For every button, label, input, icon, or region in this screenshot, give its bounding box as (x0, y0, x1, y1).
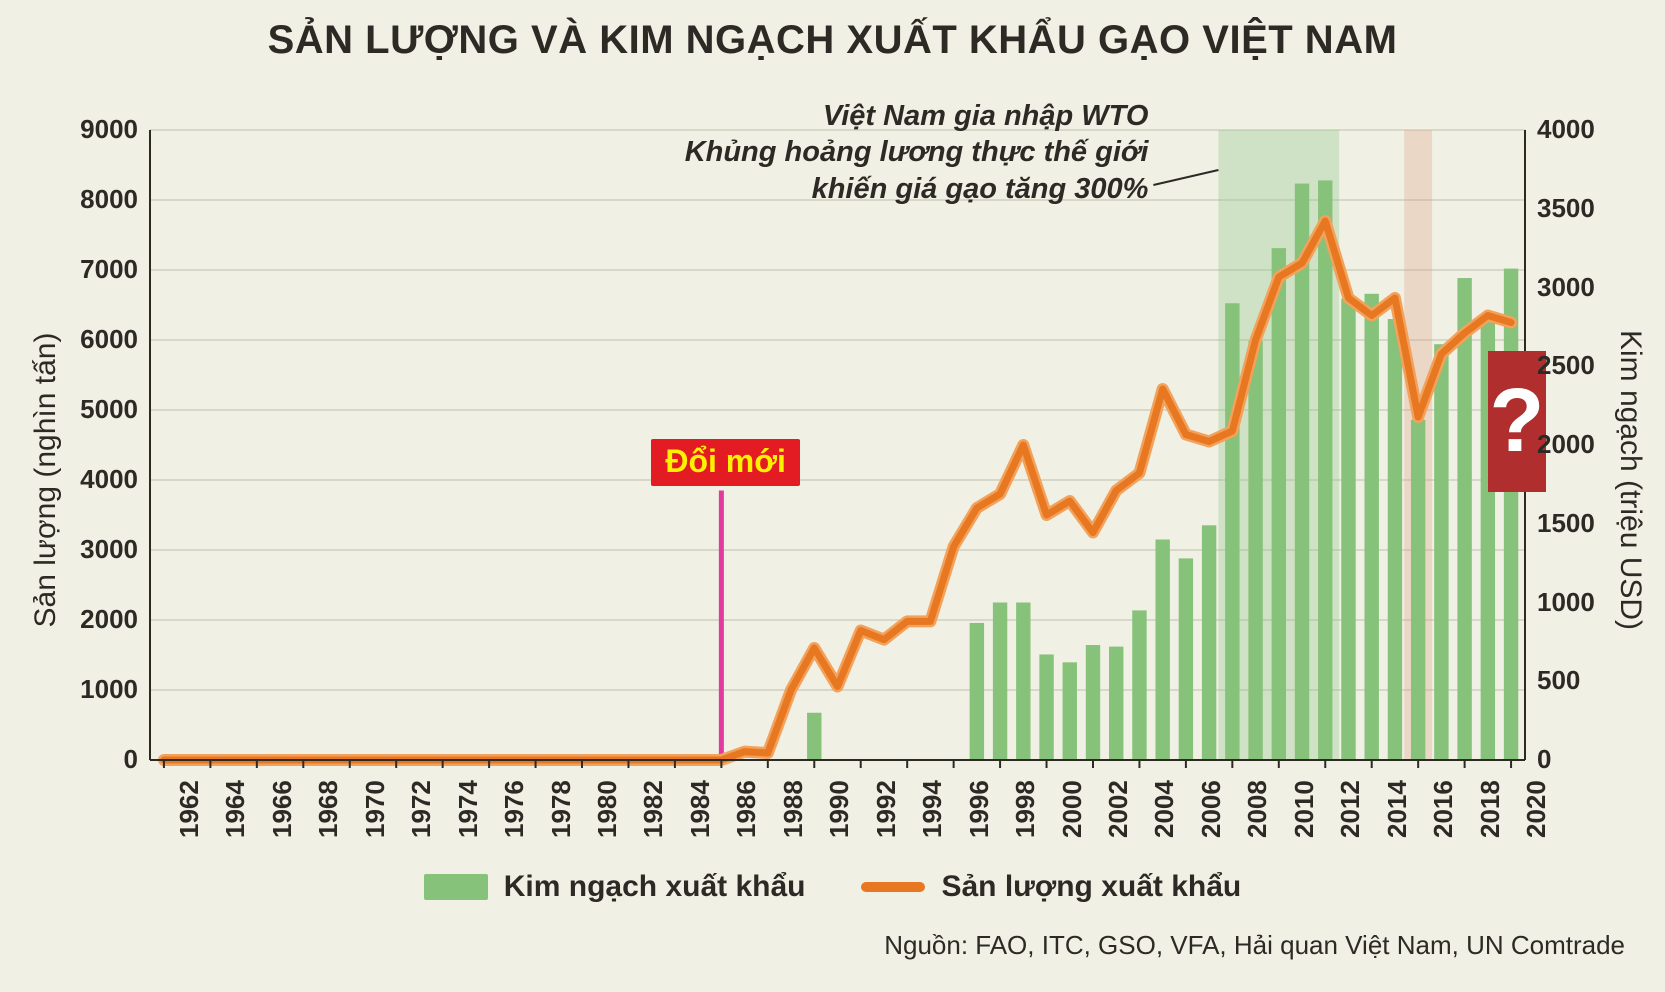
x-tick: 1988 (778, 780, 809, 838)
legend-item-bar: Kim ngạch xuất khẩu (424, 870, 806, 904)
x-tick: 1990 (824, 780, 855, 838)
x-tick: 1964 (220, 780, 251, 838)
y-right-tick: 2500 (1537, 350, 1595, 381)
x-tick: 1998 (1010, 780, 1041, 838)
y-left-tick: 8000 (80, 184, 138, 215)
doimoi-callout: Đổi mới (651, 439, 800, 486)
legend-bar-swatch (424, 874, 488, 900)
y-left-tick: 6000 (80, 324, 138, 355)
source-text: Nguồn: FAO, ITC, GSO, VFA, Hải quan Việt… (884, 930, 1625, 961)
y-right-tick: 2000 (1537, 429, 1595, 460)
x-tick: 2002 (1103, 780, 1134, 838)
x-tick: 1974 (453, 780, 484, 838)
y-right-tick: 1000 (1537, 587, 1595, 618)
y-left-axis-title: Sản lượng (nghìn tấn) (29, 333, 63, 628)
x-tick: 2012 (1335, 780, 1366, 838)
chart-frame: SẢN LƯỢNG VÀ KIM NGẠCH XUẤT KHẨU GẠO VIỆ… (0, 0, 1665, 992)
x-tick: 1968 (313, 780, 344, 838)
x-tick: 1970 (360, 780, 391, 838)
legend-line-swatch (861, 882, 925, 892)
y-right-tick: 1500 (1537, 508, 1595, 539)
x-tick: 2014 (1382, 780, 1413, 838)
y-left-tick: 0 (124, 744, 138, 775)
y-right-tick: 4000 (1537, 114, 1595, 145)
y-right-tick: 0 (1537, 744, 1551, 775)
x-tick: 2008 (1242, 780, 1273, 838)
x-tick: 1972 (406, 780, 437, 838)
x-tick: 1994 (917, 780, 948, 838)
x-tick: 1966 (267, 780, 298, 838)
y-left-tick: 5000 (80, 394, 138, 425)
y-right-tick: 500 (1537, 665, 1580, 696)
x-tick: 1986 (731, 780, 762, 838)
y-left-tick: 7000 (80, 254, 138, 285)
y-left-tick: 1000 (80, 674, 138, 705)
x-tick: 2016 (1428, 780, 1459, 838)
x-tick: 1980 (592, 780, 623, 838)
y-left-tick: 2000 (80, 604, 138, 635)
legend-line-label: Sản lượng xuất khẩu (941, 870, 1241, 904)
x-tick: 1978 (546, 780, 577, 838)
x-tick: 2004 (1149, 780, 1180, 838)
x-tick: 2000 (1057, 780, 1088, 838)
y-left-tick: 9000 (80, 114, 138, 145)
x-tick: 1992 (871, 780, 902, 838)
y-right-tick: 3500 (1537, 193, 1595, 224)
x-tick: 2018 (1475, 780, 1506, 838)
y-right-tick: 3000 (1537, 272, 1595, 303)
wto-annotation: Việt Nam gia nhập WTOKhủng hoảng lương t… (685, 98, 1149, 207)
legend: Kim ngạch xuất khẩu Sản lượng xuất khẩu (0, 870, 1665, 904)
x-tick: 1962 (174, 780, 205, 838)
x-tick: 2006 (1196, 780, 1227, 838)
x-tick: 1976 (499, 780, 530, 838)
y-left-tick: 4000 (80, 464, 138, 495)
x-tick: 1996 (964, 780, 995, 838)
x-tick: 2020 (1521, 780, 1552, 838)
legend-bar-label: Kim ngạch xuất khẩu (504, 870, 806, 904)
legend-item-line: Sản lượng xuất khẩu (861, 870, 1241, 904)
x-tick: 2010 (1289, 780, 1320, 838)
x-tick: 1984 (685, 780, 716, 838)
y-left-tick: 3000 (80, 534, 138, 565)
x-tick: 1982 (638, 780, 669, 838)
y-right-axis-title: Kim ngạch (triệu USD) (1613, 330, 1647, 630)
